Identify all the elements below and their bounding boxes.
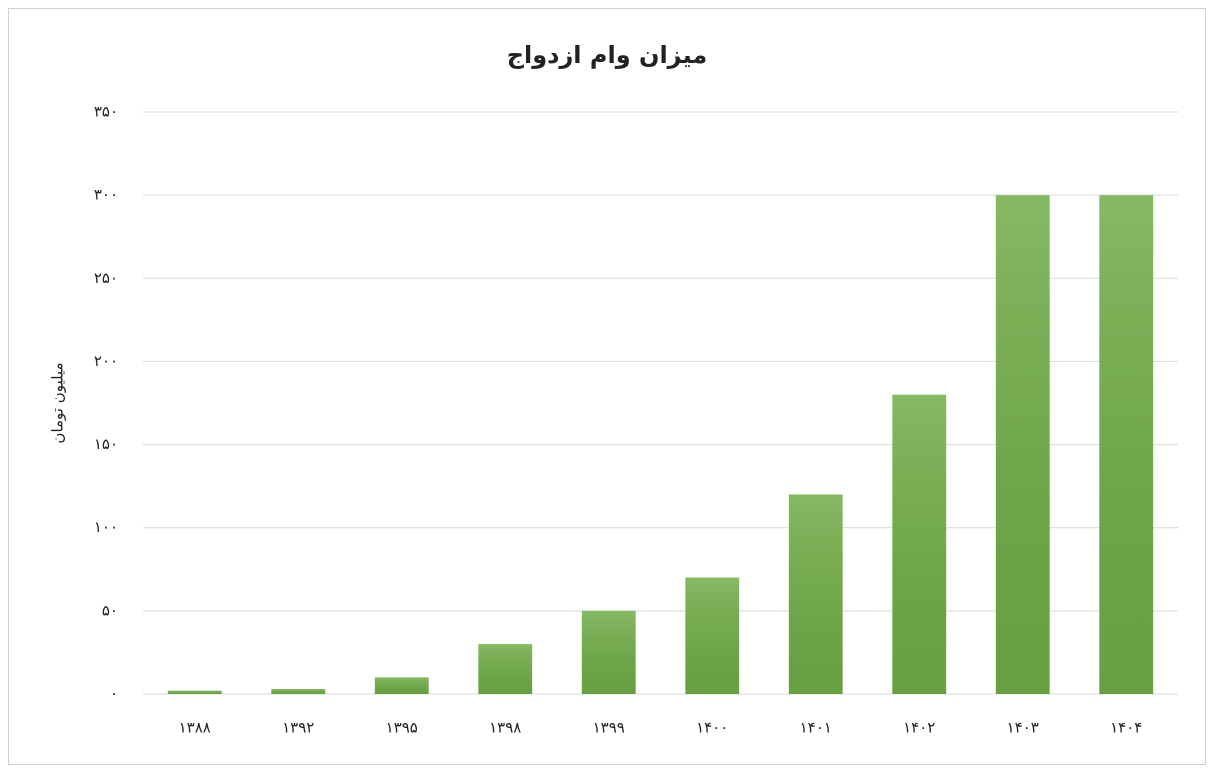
y-axis-label: میلیون تومان [49, 362, 67, 443]
x-tick-label: ۱۳۸۸ [179, 719, 211, 737]
y-tick-label: ۵۰ [102, 601, 118, 619]
chart-title: میزان وام ازدواج [507, 41, 708, 69]
y-tick-label: ۳۰۰ [94, 186, 118, 204]
bar-shade [788, 494, 843, 694]
bar-shade [685, 577, 740, 694]
bar-shade [1099, 195, 1154, 694]
bar-shade [167, 690, 222, 694]
x-tick-label: ۱۳۹۹ [593, 719, 625, 737]
x-tick-label: ۱۴۰۰ [696, 719, 728, 737]
x-tick-label: ۱۴۰۳ [1007, 719, 1039, 737]
x-tick-label: ۱۳۹۵ [386, 719, 418, 737]
x-tick-label: ۱۴۰۱ [800, 719, 832, 737]
x-tick-label: ۱۴۰۲ [903, 719, 935, 737]
y-tick-label: ۲۰۰ [94, 352, 118, 370]
y-tick-label: ۳۵۰ [94, 103, 118, 121]
bar-shade [478, 644, 533, 694]
bar-shade [374, 677, 429, 694]
y-tick-label: ۱۵۰ [94, 435, 118, 453]
x-tick-label: ۱۳۹۸ [489, 719, 521, 737]
bar-shade [892, 394, 947, 694]
x-tick-label: ۱۴۰۴ [1110, 719, 1142, 737]
bar-shade [271, 689, 326, 694]
y-tick-label: ۱۰۰ [94, 518, 118, 536]
y-tick-label: ۰ [110, 685, 118, 703]
bar-shade [995, 195, 1050, 694]
y-tick-label: ۲۵۰ [94, 269, 118, 287]
x-tick-label: ۱۳۹۲ [282, 719, 314, 737]
bar-shade [581, 610, 636, 694]
